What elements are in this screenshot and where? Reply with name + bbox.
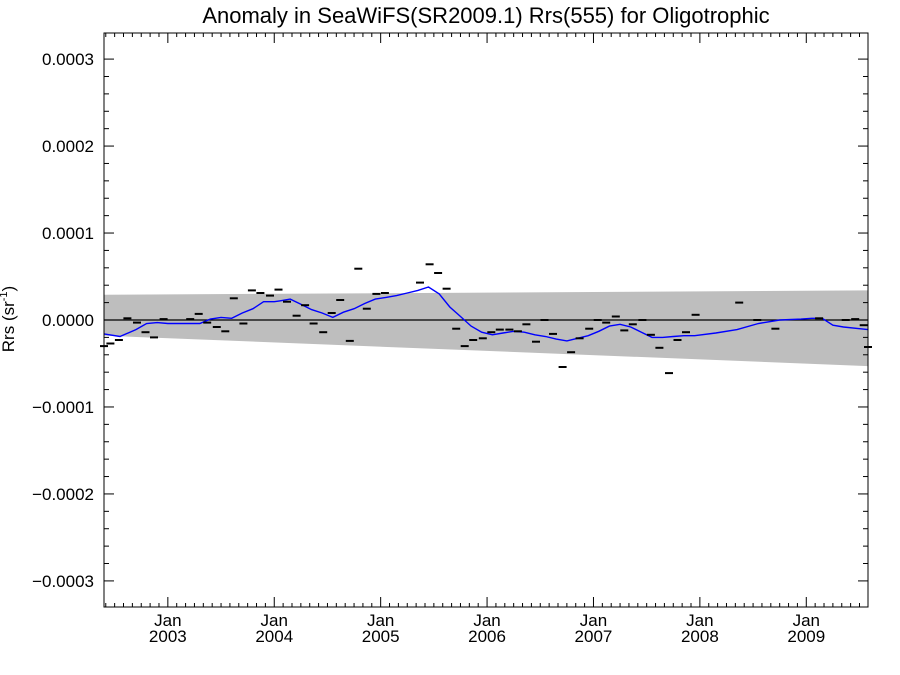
y-tick-label: 0.0000: [42, 311, 94, 330]
x-tick-label: Jan: [367, 611, 394, 630]
y-axis-label-close: ): [0, 286, 18, 292]
monthly-points-layer: [100, 263, 872, 375]
axis-layer: 0.0003 0.0002 0.0001 0.0000 −0.0001 −0.0002 −0…: [32, 32, 869, 646]
y-tick-label: 0.0002: [42, 137, 94, 156]
x-tick-label: Jan: [261, 611, 288, 630]
y-axis-label: Rrs (sr-1): [0, 286, 18, 352]
chart-title: Anomaly in SeaWiFS(SR2009.1) Rrs(555) fo…: [202, 3, 769, 28]
smoothed-line-layer: [103, 286, 869, 342]
y-tick-label: −0.0001: [32, 398, 94, 417]
y-tick-label: −0.0002: [32, 485, 94, 504]
x-tick-label: Jan: [580, 611, 607, 630]
y-tick-label: 0.0003: [42, 50, 94, 69]
y-tick-label: −0.0003: [32, 572, 94, 591]
smoothed-line: [103, 286, 869, 342]
x-tick-label: Jan: [793, 611, 820, 630]
y-axis-label-main: Rrs (sr: [0, 301, 18, 352]
confidence-band-layer: [104, 290, 868, 367]
x-tick-year-label: 2007: [575, 627, 613, 646]
confidence-band: [104, 290, 868, 367]
y-axis-label-superscript: -1: [0, 291, 10, 301]
x-tick-year-label: 2009: [787, 627, 825, 646]
x-tick-year-label: 2004: [255, 627, 293, 646]
x-tick-year-label: 2005: [362, 627, 400, 646]
x-tick-label: Jan: [473, 611, 500, 630]
x-tick-label: Jan: [686, 611, 713, 630]
x-tick-year-label: 2006: [468, 627, 506, 646]
x-tick-label: Jan: [154, 611, 181, 630]
y-tick-label: 0.0001: [42, 224, 94, 243]
x-tick-year-label: 2008: [681, 627, 719, 646]
x-tick-year-label: 2003: [149, 627, 187, 646]
